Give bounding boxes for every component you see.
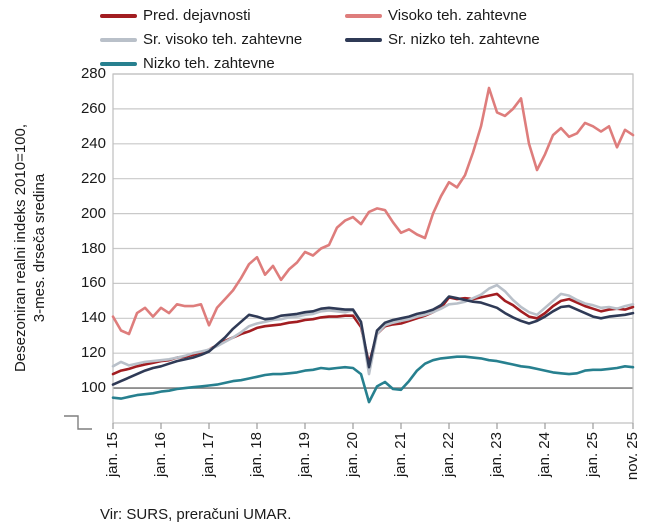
y-tick-label-160: 160: [80, 274, 106, 292]
series-line-sr-nizko-teh-zahtevne: [111, 295, 635, 386]
x-tick-label-jan22: jan. 22: [440, 432, 457, 478]
legend-label: Visoko teh. zahtevne: [388, 7, 527, 24]
y-tick-label-100: 100: [80, 379, 106, 397]
legend-swatch-pred-dejavnosti: [100, 14, 137, 18]
legend-swatch-visoko: [345, 14, 382, 18]
x-tick-label-jan19: jan. 19: [296, 432, 313, 478]
y-tick-label-200: 200: [80, 204, 106, 222]
legend-item-nizko: Nizko teh. zahtevne: [100, 55, 275, 73]
x-tick-label-jan16: jan. 16: [152, 432, 169, 478]
x-tick-label-jan20: jan. 20: [344, 432, 361, 478]
legend-label: Sr. nizko teh. zahtevne: [388, 31, 540, 48]
y-tick-label-240: 240: [80, 134, 106, 152]
source-note: Vir: SURS, preračuni UMAR.: [100, 506, 292, 523]
legend-label: Nizko teh. zahtevne: [143, 55, 275, 72]
legend-swatch-sr-nizko: [345, 38, 382, 42]
x-tick-label-jan15: jan. 15: [104, 432, 121, 478]
legend-swatch-nizko: [100, 62, 137, 66]
series-line-sr-visoko-teh-zahtevne: [111, 283, 635, 376]
legend-item-sr-visoko: Sr. visoko teh. zahtevne: [100, 31, 302, 49]
legend-label: Sr. visoko teh. zahtevne: [143, 31, 303, 48]
y-tick-label-120: 120: [80, 344, 106, 362]
x-tick-label-jan23: jan. 23: [488, 432, 505, 478]
series-line-visoko-teh-zahtevne: [111, 86, 635, 336]
legend-item-visoko: Visoko teh. zahtevne: [345, 7, 527, 25]
y-tick-label-260: 260: [80, 99, 106, 117]
axis-break-icon: [64, 415, 92, 430]
y-tick-label-140: 140: [80, 309, 106, 327]
legend-item-sr-nizko: Sr. nizko teh. zahtevne: [345, 31, 540, 49]
plot-border: [112, 73, 634, 424]
legend-item-pred-dejavnosti: Pred. dejavnosti: [100, 7, 251, 25]
series-line-nizko-teh-zahtevne: [111, 355, 635, 404]
legend-label: Pred. dejavnosti: [143, 7, 251, 24]
y-tick-label-220: 220: [80, 169, 106, 187]
y-tick-label-180: 180: [80, 239, 106, 257]
x-tick-label-jan21: jan. 21: [392, 432, 409, 478]
legend-swatch-sr-visoko: [100, 38, 137, 42]
x-tick-label-nov25: nov. 25: [624, 432, 641, 481]
x-tick-label-jan18: jan. 18: [248, 432, 265, 478]
x-tick-label-jan24: jan. 24: [536, 432, 553, 478]
x-tick-label-jan17: jan. 17: [200, 432, 217, 478]
x-tick-label-jan25: jan. 25: [584, 432, 601, 478]
y-tick-label-280: 280: [80, 65, 106, 82]
